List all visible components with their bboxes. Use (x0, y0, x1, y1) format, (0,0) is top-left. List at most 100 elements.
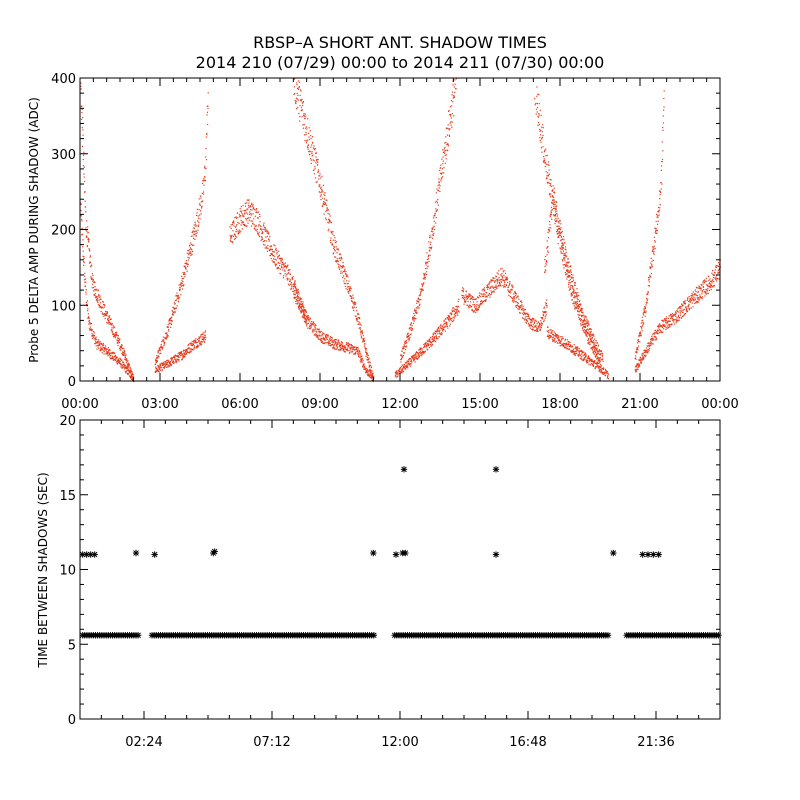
top-point (456, 308, 458, 310)
top-point (97, 301, 99, 304)
top-point (268, 250, 271, 252)
top-point (271, 260, 273, 262)
top-point (700, 283, 702, 286)
top-point (255, 225, 258, 227)
top-point (200, 213, 202, 215)
top-point (355, 348, 358, 351)
top-point (577, 349, 579, 352)
top-point (561, 242, 563, 244)
top-point (530, 324, 532, 326)
top-point (352, 307, 354, 309)
top-point (328, 213, 331, 215)
top-point (192, 340, 195, 342)
top-point (464, 299, 466, 301)
top-point (244, 212, 246, 214)
top-point (448, 129, 450, 131)
top-point (367, 372, 369, 374)
top-point (596, 364, 598, 366)
top-point (422, 284, 424, 286)
top-point (355, 315, 357, 317)
top-point (278, 255, 280, 257)
top-point (548, 335, 550, 337)
top-point (443, 320, 445, 323)
top-point (585, 354, 587, 356)
top-point (159, 364, 162, 366)
top-point (327, 218, 330, 220)
top-point (641, 352, 643, 355)
top-point (178, 358, 180, 361)
top-point (413, 310, 416, 312)
top-point (427, 340, 429, 343)
top-point (509, 295, 512, 297)
top-point (304, 318, 306, 320)
top-point (500, 274, 502, 276)
top-point (312, 324, 314, 326)
top-point (276, 252, 278, 254)
top-point (584, 325, 586, 328)
top-point (191, 244, 194, 246)
top-point (308, 136, 310, 138)
top-point (301, 308, 303, 310)
top-point (366, 352, 368, 354)
top-point (594, 347, 596, 349)
top-point (556, 230, 559, 232)
top-point (205, 136, 207, 138)
top-point (591, 348, 593, 350)
top-point (397, 372, 399, 374)
top-point (680, 317, 683, 319)
top-point (359, 351, 361, 353)
top-point (320, 341, 323, 343)
top-point (602, 358, 604, 360)
top-point (601, 353, 604, 355)
top-point (584, 316, 587, 318)
top-point (426, 343, 429, 345)
top-point (469, 306, 471, 308)
top-point (448, 317, 450, 319)
top-point (528, 317, 530, 319)
top-point (105, 349, 107, 351)
top-point (551, 332, 553, 334)
top-point (431, 234, 433, 236)
top-point (272, 255, 274, 257)
top-point (409, 358, 412, 360)
top-point (511, 289, 513, 291)
top-point (530, 318, 532, 320)
top-point (546, 306, 548, 308)
top-point (690, 298, 692, 300)
top-point (274, 245, 276, 247)
top-point (309, 154, 311, 156)
top-point (523, 313, 525, 315)
top-point (95, 289, 97, 291)
top-point (708, 275, 710, 277)
top-point (564, 265, 567, 267)
top-point (407, 361, 409, 363)
top-point (415, 317, 417, 319)
top-point (649, 345, 651, 347)
top-point (716, 277, 719, 280)
top-point (127, 366, 129, 368)
top-point (273, 261, 275, 263)
top-point (196, 212, 198, 214)
top-point (543, 312, 545, 314)
top-point (128, 375, 131, 377)
top-point (305, 319, 308, 321)
top-point (640, 361, 642, 363)
top-point (554, 332, 557, 334)
top-point (429, 250, 431, 252)
top-point (290, 288, 292, 290)
top-point (160, 369, 162, 371)
top-point (160, 365, 162, 367)
top-point (410, 333, 412, 335)
top-point (569, 266, 572, 268)
top-point (184, 354, 186, 356)
top-point (90, 323, 93, 325)
top-point (180, 354, 182, 357)
top-point (521, 317, 524, 319)
top-point (640, 362, 643, 364)
top-point (419, 294, 422, 296)
top-point (435, 330, 437, 333)
top-point (585, 334, 587, 336)
top-point (329, 215, 331, 217)
top-point (203, 184, 205, 186)
top-point (304, 118, 306, 120)
